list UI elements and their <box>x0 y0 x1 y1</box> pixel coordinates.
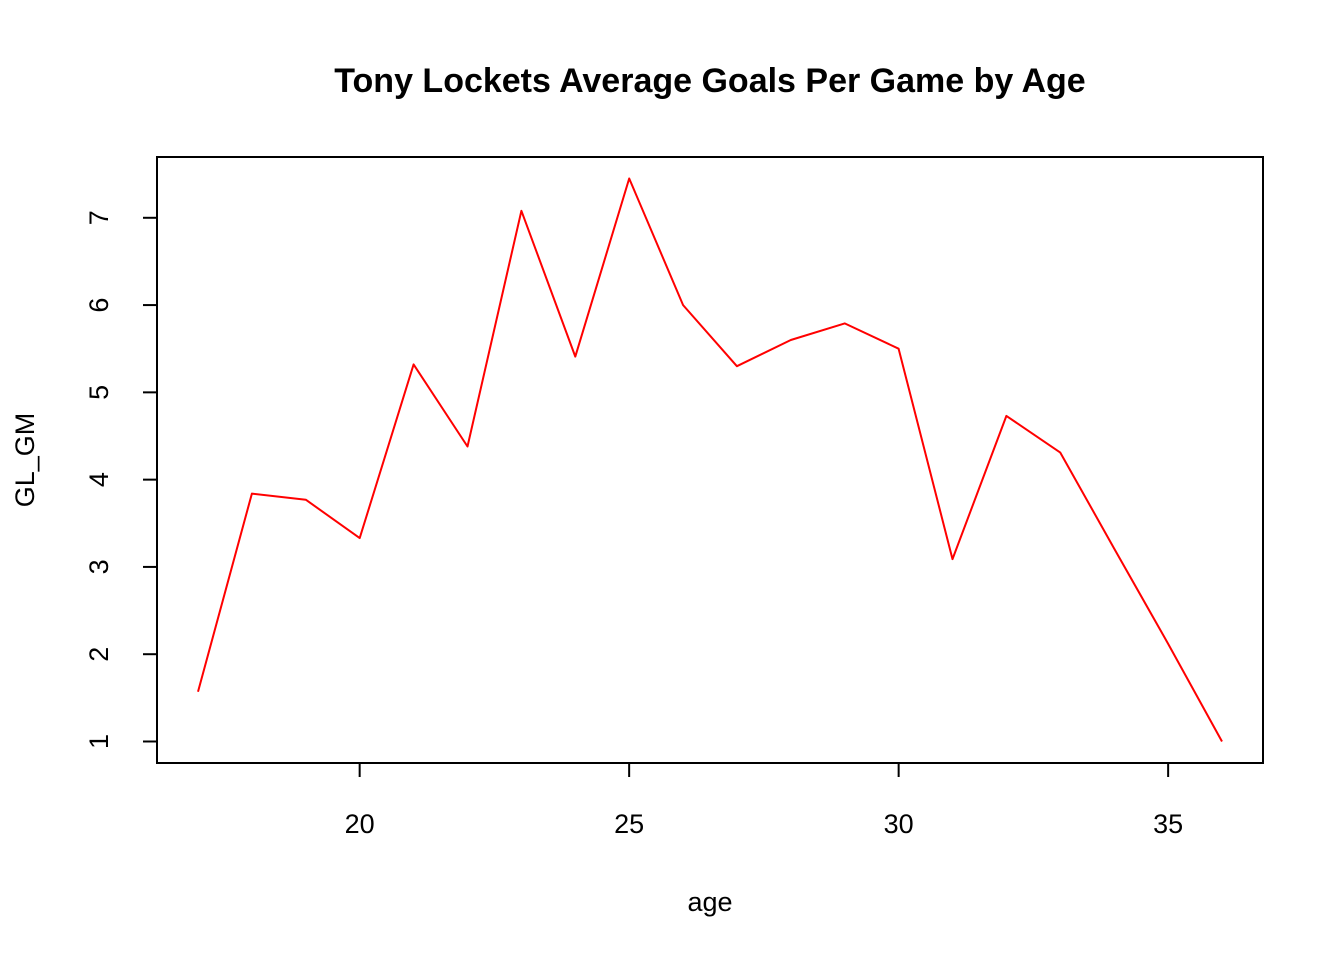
x-tick-label: 35 <box>1153 809 1183 839</box>
y-tick-label: 6 <box>84 298 114 313</box>
x-tick-label: 25 <box>614 809 644 839</box>
series-line <box>197 177 1223 742</box>
plot-frame <box>156 156 1264 764</box>
y-tick-label: 2 <box>84 647 114 662</box>
y-axis-label: GL_GM <box>10 413 40 508</box>
y-tick-label: 4 <box>84 472 114 487</box>
chart-title: Tony Lockets Average Goals Per Game by A… <box>334 62 1085 100</box>
y-tick-label: 3 <box>84 559 114 574</box>
x-axis-label: age <box>687 887 732 917</box>
x-tick-label: 30 <box>884 809 914 839</box>
x-axis: 20 25 30 35 <box>345 762 1183 839</box>
y-tick-label: 1 <box>84 734 114 749</box>
y-axis: 1 2 3 4 5 6 7 <box>84 210 158 749</box>
x-tick-label: 20 <box>345 809 375 839</box>
y-tick-label: 5 <box>84 385 114 400</box>
y-tick-label: 7 <box>84 210 114 225</box>
series-layer <box>197 177 1223 742</box>
